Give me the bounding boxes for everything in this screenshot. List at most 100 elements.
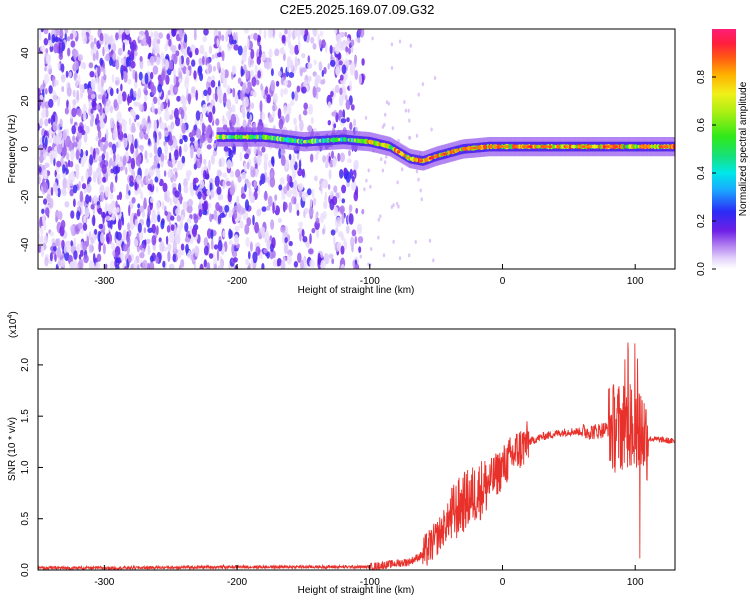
spectrogram-cell <box>256 154 262 166</box>
spectrogram-cell <box>466 147 471 150</box>
spectrogram-cell <box>218 158 222 168</box>
spectrogram-cell <box>450 150 454 154</box>
spectrogram-cell <box>343 167 347 175</box>
spectrogram-cell <box>339 87 343 96</box>
spectrogram-cell <box>341 198 346 204</box>
spectrogram-cell <box>248 262 251 269</box>
spectrogram-cell <box>304 29 309 37</box>
spectrogram-cell <box>293 261 299 268</box>
spectrogram-cell <box>66 99 69 109</box>
spectrogram-cell <box>270 79 276 92</box>
spectrogram-cell <box>419 188 422 193</box>
spectrogram-cell <box>245 87 250 94</box>
spectrogram-cell <box>565 145 569 149</box>
spectrogram-cell <box>338 60 343 66</box>
spectrogram-cell <box>154 176 159 183</box>
spectrogram-cell <box>146 262 150 269</box>
spectrogram-cell <box>299 119 304 132</box>
spectrogram-cell <box>199 179 205 189</box>
spectrogram-cell <box>186 217 192 224</box>
spectrogram-cell <box>350 61 355 73</box>
spectrogram-cell <box>235 202 242 214</box>
spectrogram-cell <box>94 76 99 84</box>
spectrogram-cell <box>71 107 77 118</box>
spectrogram-cell <box>310 36 315 44</box>
spectrogram-cell <box>143 125 147 133</box>
spectrogram-cell <box>64 107 69 115</box>
spectrogram-cell <box>401 167 404 172</box>
spectrogram-cell <box>288 240 293 247</box>
spectrogram-cell <box>254 221 259 234</box>
spectrogram-cell <box>300 29 305 36</box>
spectrogram-cell <box>83 83 88 90</box>
spectrogram-cell <box>168 60 174 70</box>
spectrogram-cell <box>144 150 148 161</box>
snr-panel: -300 -200 -100 0 100 0.0 0.5 1.0 1.5 2.0 Height … <box>7 311 676 596</box>
spectrogram-cell <box>312 43 317 50</box>
spectrogram-cell <box>213 263 217 269</box>
spectrogram-cell <box>301 168 305 178</box>
spectrogram-cell <box>92 53 96 62</box>
snr-y-tick-label: 1.0 <box>20 460 31 474</box>
spectrogram-cell <box>165 74 170 85</box>
spectrogram-cell <box>193 163 198 170</box>
spectrogram-cell <box>259 100 263 113</box>
spectrogram-cell <box>379 214 382 219</box>
spectrogram-cell <box>134 181 138 191</box>
spectrogram-cell <box>544 145 549 149</box>
snr-y-exponent-base: (x10 <box>8 318 19 338</box>
spectrogram-cell <box>173 174 177 182</box>
spectrogram-cell <box>72 89 76 98</box>
spectrogram-cell <box>250 257 254 267</box>
snr-y-tick-label: 1.5 <box>20 409 31 423</box>
spectrogram-cell <box>88 62 94 69</box>
spectrogram-cell <box>288 201 293 214</box>
spectrogram-cell <box>348 47 351 55</box>
spectrogram-cell <box>415 169 419 174</box>
spectrogram-cell <box>89 118 94 125</box>
spectrogram-cell <box>229 230 233 239</box>
spectrogram-cell <box>257 145 260 156</box>
spectrogram-cell <box>187 169 192 177</box>
spectrogram-cell <box>157 214 161 223</box>
spectrogram-cell <box>361 58 365 66</box>
spectrogram-cell <box>203 245 209 256</box>
spectrogram-cell <box>92 46 98 52</box>
spectrogram-cell <box>253 156 257 165</box>
spectrogram-cell <box>293 179 298 190</box>
spectrogram-cell <box>130 143 135 155</box>
spectrogram-cell <box>363 187 366 192</box>
spectrogram-cell <box>190 236 194 244</box>
spectrogram-cell <box>241 69 245 76</box>
spectrogram-cell <box>99 141 104 152</box>
spectrogram-cell <box>44 162 50 168</box>
spectrogram-cell <box>359 254 362 259</box>
spectrogram-cell <box>331 258 335 265</box>
snr-y-exponent: (x104) <box>7 311 19 338</box>
svg-text:(x104): (x104) <box>7 311 19 338</box>
spectrogram-cell <box>167 243 172 252</box>
colorbar: 0.0 0.2 0.4 0.6 0.8 Normalized spectral ampl… <box>696 29 749 276</box>
spectrogram-cell <box>428 156 433 160</box>
spectrogram-cell <box>241 207 246 214</box>
spectrogram-cell <box>377 217 380 222</box>
spectrogram-cell <box>149 255 154 263</box>
spectrogram-cell <box>371 36 374 41</box>
spectrogram-cell <box>110 34 113 45</box>
spectrogram-cell <box>69 33 74 40</box>
spectrogram-cell <box>288 153 292 161</box>
spectrogram-cell <box>241 106 245 114</box>
spectrogram-cell <box>130 157 136 170</box>
spectrogram-cell <box>162 182 168 193</box>
figure-title: C2E5.2025.169.07.09.G32 <box>280 2 435 17</box>
spectrogram-cell <box>104 263 108 269</box>
spectrogram-x-tick-label: -300 <box>94 276 114 287</box>
spectrogram-cell <box>176 234 181 245</box>
spectrogram-cell <box>236 195 240 206</box>
spectrogram-cell <box>45 88 48 95</box>
spectrogram-cell <box>407 108 410 113</box>
spectrogram-cell <box>213 65 216 72</box>
spectrogram-cell <box>239 151 243 162</box>
spectrogram-cell <box>586 145 591 149</box>
spectrogram-cell <box>307 55 311 63</box>
